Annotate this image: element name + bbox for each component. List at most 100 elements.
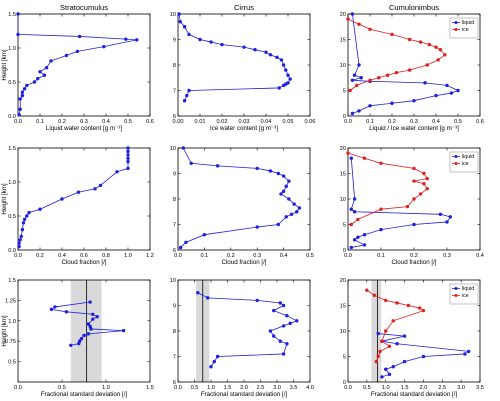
legend-swatch-marker xyxy=(454,155,458,158)
y-tick-label: 0.0 xyxy=(8,248,16,254)
x-tick-label: 0.5 xyxy=(306,253,314,259)
x-axis-label: Fractional standard deviation [/] xyxy=(371,391,458,398)
data-point xyxy=(198,37,202,42)
data-point xyxy=(405,204,410,209)
data-point xyxy=(69,343,73,347)
std-band xyxy=(371,280,382,382)
data-point xyxy=(368,104,372,108)
panel-title: Stratocumulus xyxy=(60,3,108,12)
data-point xyxy=(284,68,288,72)
x-tick-label: 0.5 xyxy=(454,119,462,125)
x-tick-label: 0.5 xyxy=(124,119,132,125)
data-point xyxy=(359,76,363,80)
x-tick-label: 0.6 xyxy=(476,119,484,125)
data-point xyxy=(281,324,286,328)
y-tick-label: 1.25 xyxy=(5,298,16,304)
data-point xyxy=(185,93,189,98)
series-line-series1 xyxy=(197,292,298,367)
data-point xyxy=(44,66,49,70)
data-point xyxy=(279,192,283,196)
data-point xyxy=(89,327,93,331)
y-tick-label: 0 xyxy=(343,380,346,386)
data-point xyxy=(121,328,126,333)
data-point xyxy=(178,19,182,24)
y-tick-label: 6 xyxy=(173,248,176,254)
data-point xyxy=(423,81,427,85)
legend-label: liquid xyxy=(462,154,474,160)
y-tick-label: 1.0 xyxy=(8,46,16,52)
y-tick-label: 1.5 xyxy=(8,278,16,284)
data-point xyxy=(18,97,22,101)
x-axis-label: Cloud fraction [/] xyxy=(61,259,106,266)
data-point xyxy=(346,17,350,21)
x-tick-label: 0.0 xyxy=(14,385,22,391)
data-point xyxy=(352,197,357,201)
x-tick-label: 0.3 xyxy=(80,119,88,125)
y-tick-label: 15 xyxy=(340,38,346,44)
data-point xyxy=(422,182,426,186)
legend-label: liquid xyxy=(462,286,474,292)
series-line-ice xyxy=(347,18,446,91)
x-tick-label: 0.4 xyxy=(432,119,440,125)
data-point xyxy=(357,22,361,26)
data-point xyxy=(98,183,103,188)
data-point xyxy=(187,88,191,93)
data-point xyxy=(255,166,259,171)
y-tick-label: 0 xyxy=(343,114,346,120)
chart-panel-1: 0.0 0.1 0.2 0.3 0.4 0.5 0.6 0.0 0.5 1.0 1.5 Stratoc… xyxy=(1,3,154,132)
y-tick-label: 0 xyxy=(343,248,346,254)
data-point xyxy=(279,58,284,62)
data-point xyxy=(412,222,416,227)
data-point xyxy=(255,298,259,303)
x-tick-label: 2.5 xyxy=(438,385,446,391)
y-tick-label: 1.0 xyxy=(8,180,16,186)
data-point xyxy=(86,322,91,326)
x-tick-label: 0.5 xyxy=(58,385,66,391)
y-axis-label: Height [km] xyxy=(1,49,8,81)
data-point xyxy=(288,321,292,326)
data-point xyxy=(422,171,426,176)
data-point xyxy=(25,214,29,218)
chart-panel-3: 0.0 0.1 0.2 0.3 0.4 0.5 0.6 0 5 10 15 20 Cumulonimbu… xyxy=(340,3,484,132)
data-point xyxy=(278,339,282,343)
x-tick-label: 1.0 xyxy=(207,385,215,391)
data-point xyxy=(407,37,412,42)
chart-panel-5: 0.0 0.1 0.2 0.3 0.4 0.5 6 7 8 9 10 Cloud fraction [… xyxy=(170,146,314,266)
data-point xyxy=(289,212,294,216)
x-tick-label: 1.0 xyxy=(102,385,110,391)
x-axis-label: Ice water content [g m⁻³] xyxy=(210,125,278,132)
panel-title: Cumulonimbus xyxy=(389,3,439,12)
data-point xyxy=(356,217,360,222)
data-point xyxy=(77,341,81,346)
data-point xyxy=(135,38,139,42)
data-point xyxy=(126,149,130,154)
data-point xyxy=(434,45,438,49)
data-point xyxy=(20,93,25,98)
data-point xyxy=(16,12,20,16)
x-tick-label: 0.05 xyxy=(283,119,294,125)
data-point xyxy=(79,337,84,341)
x-tick-label: 0.2 xyxy=(58,119,66,125)
data-point xyxy=(91,317,95,321)
data-point xyxy=(456,88,460,93)
data-point xyxy=(268,329,273,333)
data-point xyxy=(292,202,296,206)
data-point xyxy=(206,296,210,300)
data-point xyxy=(17,244,21,249)
y-tick-label: 8 xyxy=(173,197,176,203)
data-point xyxy=(384,367,388,371)
data-point xyxy=(285,342,289,346)
data-point xyxy=(434,93,438,98)
data-point xyxy=(395,301,399,305)
y-tick-label: 5 xyxy=(343,89,346,95)
data-point xyxy=(281,352,286,356)
x-tick-label: 1.0 xyxy=(124,253,132,259)
data-point xyxy=(390,101,394,105)
data-point xyxy=(275,55,279,60)
data-point xyxy=(277,86,281,90)
x-tick-label: 0.0 xyxy=(14,253,22,259)
data-point xyxy=(385,73,390,77)
data-point xyxy=(286,73,290,77)
data-point xyxy=(253,48,257,52)
